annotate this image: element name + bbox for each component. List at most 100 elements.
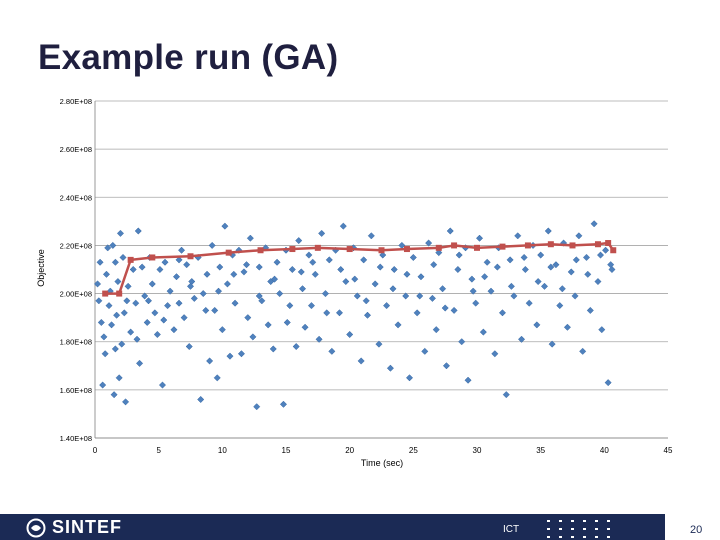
data-point — [180, 314, 188, 322]
data-point — [446, 227, 454, 235]
data-point — [170, 326, 178, 334]
data-point — [301, 323, 309, 331]
data-point — [216, 263, 224, 271]
data-point — [402, 292, 410, 300]
data-point — [584, 270, 592, 278]
data-point — [521, 265, 529, 274]
data-point — [335, 309, 344, 317]
data-point — [594, 277, 602, 286]
data-point — [390, 265, 398, 274]
best-line — [102, 240, 617, 297]
data-point — [115, 374, 123, 382]
data-point — [540, 282, 549, 290]
data-point — [458, 338, 466, 346]
slide-title: Example run (GA) — [38, 38, 339, 77]
data-point — [582, 253, 591, 262]
data-point — [346, 330, 354, 339]
data-point — [510, 292, 518, 300]
y-tick-label: 2.60E+08 — [60, 145, 92, 154]
data-point — [479, 328, 487, 336]
data-point — [563, 323, 571, 331]
data-point — [93, 280, 102, 288]
data-point — [493, 263, 501, 271]
data-point — [109, 241, 117, 249]
data-point — [604, 379, 612, 387]
data-point — [96, 258, 104, 266]
data-point — [286, 302, 294, 310]
data-point — [160, 316, 168, 324]
data-point — [602, 246, 610, 254]
data-point — [132, 299, 140, 307]
data-point — [454, 265, 462, 274]
data-point — [175, 256, 183, 264]
data-point — [107, 321, 116, 329]
y-tick-label: 1.60E+08 — [60, 386, 92, 395]
y-tick-label: 2.80E+08 — [60, 97, 92, 106]
line-marker — [127, 256, 134, 263]
data-point — [596, 251, 605, 259]
data-point — [161, 258, 169, 266]
data-point — [537, 251, 545, 259]
data-point — [498, 309, 507, 317]
data-point — [534, 277, 542, 286]
data-point — [590, 220, 598, 228]
data-point — [101, 350, 109, 358]
data-point — [97, 318, 105, 327]
data-point — [367, 232, 375, 240]
data-point — [544, 227, 552, 235]
data-point — [221, 222, 229, 230]
line-marker — [102, 290, 109, 297]
data-point — [249, 333, 257, 341]
data-point — [292, 342, 300, 351]
data-point — [435, 249, 443, 257]
data-point — [328, 347, 336, 355]
y-tick-label: 2.00E+08 — [60, 290, 92, 299]
data-point — [288, 265, 296, 274]
data-point — [469, 287, 477, 295]
data-point — [119, 253, 127, 262]
x-tick-label: 30 — [473, 446, 482, 455]
data-point — [199, 290, 207, 298]
data-point — [244, 314, 252, 322]
data-point — [183, 261, 191, 269]
data-point — [351, 275, 359, 283]
data-point — [133, 335, 141, 343]
data-point — [95, 297, 103, 305]
x-tick-label: 40 — [600, 446, 609, 455]
line-marker — [116, 290, 123, 297]
data-point — [164, 302, 172, 310]
data-point — [579, 347, 587, 355]
data-point — [110, 391, 118, 399]
data-point — [127, 328, 135, 336]
scatter-chart: 1.40E+08 1.60E+08 1.80E+08 2.00E+08 2.20E+08… — [36, 97, 673, 468]
data-point — [114, 277, 122, 286]
data-point — [376, 263, 384, 271]
data-point — [386, 364, 394, 372]
data-point — [525, 299, 533, 307]
line-marker — [289, 246, 296, 253]
data-point — [475, 234, 484, 242]
x-tick-label: 5 — [156, 446, 161, 455]
data-point — [309, 258, 317, 266]
data-point — [425, 239, 433, 247]
x-axis-label: Time (sec) — [361, 458, 403, 468]
x-tick-label: 20 — [345, 446, 354, 455]
data-point — [206, 357, 214, 365]
data-point — [197, 395, 205, 404]
data-point — [506, 256, 514, 264]
data-point — [363, 311, 372, 319]
data-point — [472, 299, 480, 307]
data-point — [298, 285, 307, 293]
data-point — [357, 357, 365, 365]
data-point — [100, 333, 108, 341]
data-point — [255, 263, 263, 271]
data-point — [148, 280, 156, 288]
data-point — [175, 299, 183, 307]
data-point — [547, 263, 555, 271]
data-point — [118, 340, 126, 348]
data-point — [240, 268, 248, 276]
data-point — [487, 287, 495, 295]
data-point — [533, 321, 541, 329]
data-point — [323, 309, 331, 317]
data-point — [218, 326, 226, 334]
